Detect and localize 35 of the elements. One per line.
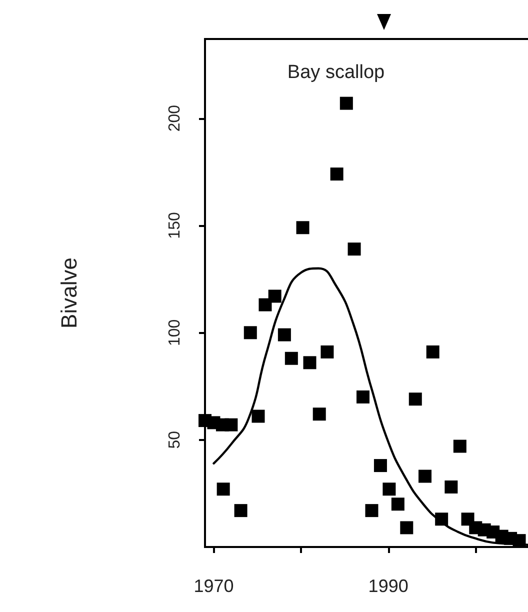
y-tick-label: 150 <box>166 212 184 239</box>
point <box>284 352 298 365</box>
point <box>252 410 265 423</box>
point <box>330 168 344 181</box>
y-tick-label: 50 <box>166 430 184 449</box>
point <box>418 470 432 483</box>
point <box>244 326 257 340</box>
point <box>224 418 238 432</box>
point <box>426 345 440 358</box>
point <box>278 328 291 342</box>
y-axis-title: Bivalve <box>56 258 82 328</box>
point <box>296 221 310 234</box>
point <box>320 345 334 358</box>
point <box>216 482 230 496</box>
point <box>408 392 422 406</box>
y-tick-label: 200 <box>166 104 184 132</box>
point <box>312 408 326 421</box>
x-tick-label: 1990 <box>368 576 408 596</box>
point <box>268 290 282 303</box>
point <box>340 96 353 110</box>
point <box>453 440 466 453</box>
point <box>356 390 370 404</box>
y-tick-label: 100 <box>166 319 184 346</box>
text: Bay scallop <box>287 62 385 83</box>
point <box>374 459 387 472</box>
point <box>382 482 396 496</box>
point <box>348 242 361 256</box>
point <box>391 498 404 511</box>
point <box>400 521 414 534</box>
point <box>365 504 378 518</box>
point <box>234 504 248 518</box>
point <box>444 480 458 494</box>
point <box>258 298 272 312</box>
point <box>303 356 316 370</box>
x-tick-label: 1970 <box>194 576 234 596</box>
